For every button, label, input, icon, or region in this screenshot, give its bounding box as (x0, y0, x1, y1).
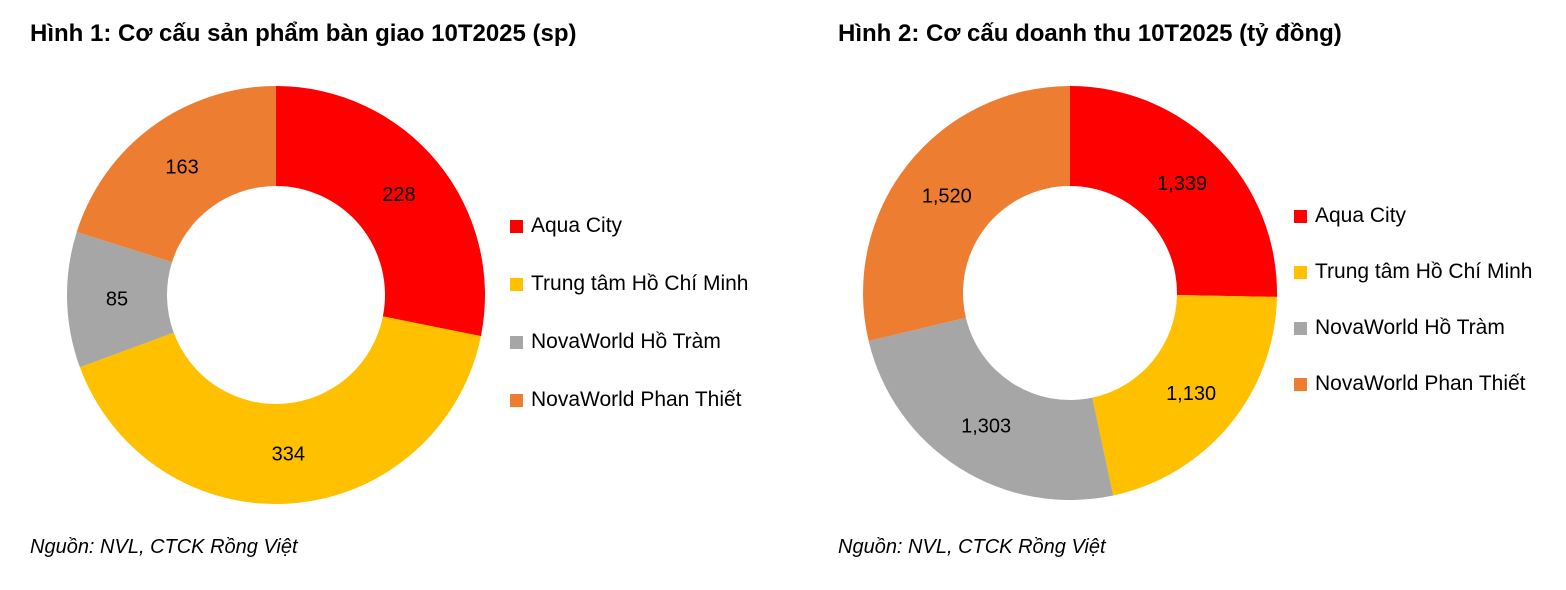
legend-swatch (510, 277, 523, 291)
chart-source: Nguồn: NVL, CTCK Rồng Việt (838, 536, 1106, 558)
legend-item-aqua-city: Aqua City (1294, 188, 1532, 244)
data-label-aqua-city: 1,339 (1157, 173, 1207, 195)
legend-label: NovaWorld Phan Thiết (531, 388, 742, 411)
legend-label: NovaWorld Phan Thiết (1315, 372, 1526, 395)
legend-item-aqua-city: Aqua City (510, 197, 748, 255)
legend-item-novaworld-ho-tram: NovaWorld Hồ Tràm (1294, 300, 1532, 356)
donut-slice-aqua-city (1070, 86, 1277, 297)
donut-slice-trung-tam-hcm (1092, 295, 1277, 496)
data-label-trung-tam-hcm: 334 (272, 444, 305, 466)
legend-label: NovaWorld Hồ Tràm (1315, 316, 1505, 339)
chart-panel-1: Hình 1: Cơ cấu sản phẩm bàn giao 10T2025… (30, 20, 748, 558)
data-label-novaworld-ho-tram: 1,303 (961, 416, 1011, 438)
donut-chart: 1,339 1,130 1,303 1,520 (863, 86, 1277, 500)
legend-swatch (1294, 265, 1307, 279)
legend-item-novaworld-phan-thiet: NovaWorld Phan Thiết (510, 371, 748, 429)
donut-slice-aqua-city (276, 86, 485, 337)
legend-swatch (1294, 209, 1307, 223)
donut-slice-novaworld-phan-thiet (76, 86, 276, 263)
data-label-novaworld-ho-tram: 85 (106, 289, 128, 311)
donut-slice-novaworld-ho-tram (868, 317, 1114, 500)
data-label-novaworld-phan-thiet: 163 (165, 157, 198, 179)
chart-legend: Aqua City Trung tâm Hồ Chí Minh NovaWorl… (1294, 188, 1532, 412)
legend-label: Trung tâm Hồ Chí Minh (1315, 260, 1533, 283)
legend-swatch (1294, 377, 1307, 391)
legend-swatch (1294, 321, 1307, 335)
data-label-trung-tam-hcm: 1,130 (1166, 383, 1216, 405)
donut-chart: 228 334 85 163 (66, 86, 485, 504)
legend-item-novaworld-ho-tram: NovaWorld Hồ Tràm (510, 313, 748, 371)
legend-label: Aqua City (1315, 204, 1407, 227)
donut-slice-novaworld-phan-thiet (863, 86, 1070, 341)
legend-label: NovaWorld Hồ Tràm (531, 330, 721, 353)
chart-title: Hình 2: Cơ cấu doanh thu 10T2025 (tỷ đồn… (838, 20, 1342, 47)
donut-slice-trung-tam-hcm (79, 316, 481, 504)
data-label-novaworld-phan-thiet: 1,520 (922, 186, 972, 208)
donut-slice-novaworld-ho-tram (66, 231, 174, 368)
legend-swatch (510, 219, 523, 233)
chart-title: Hình 1: Cơ cấu sản phẩm bàn giao 10T2025… (30, 20, 577, 47)
data-label-aqua-city: 228 (382, 184, 415, 206)
legend-label: Trung tâm Hồ Chí Minh (531, 272, 749, 295)
chart-legend: Aqua City Trung tâm Hồ Chí Minh NovaWorl… (510, 197, 748, 429)
legend-item-trung-tam-hcm: Trung tâm Hồ Chí Minh (510, 255, 748, 313)
legend-label: Aqua City (531, 214, 623, 237)
legend-item-trung-tam-hcm: Trung tâm Hồ Chí Minh (1294, 244, 1532, 300)
legend-swatch (510, 335, 523, 349)
chart-panel-2: Hình 2: Cơ cấu doanh thu 10T2025 (tỷ đồn… (790, 0, 1566, 590)
legend-swatch (510, 393, 523, 407)
legend-item-novaworld-phan-thiet: NovaWorld Phan Thiết (1294, 356, 1532, 412)
chart-source: Nguồn: NVL, CTCK Rồng Việt (30, 536, 298, 558)
